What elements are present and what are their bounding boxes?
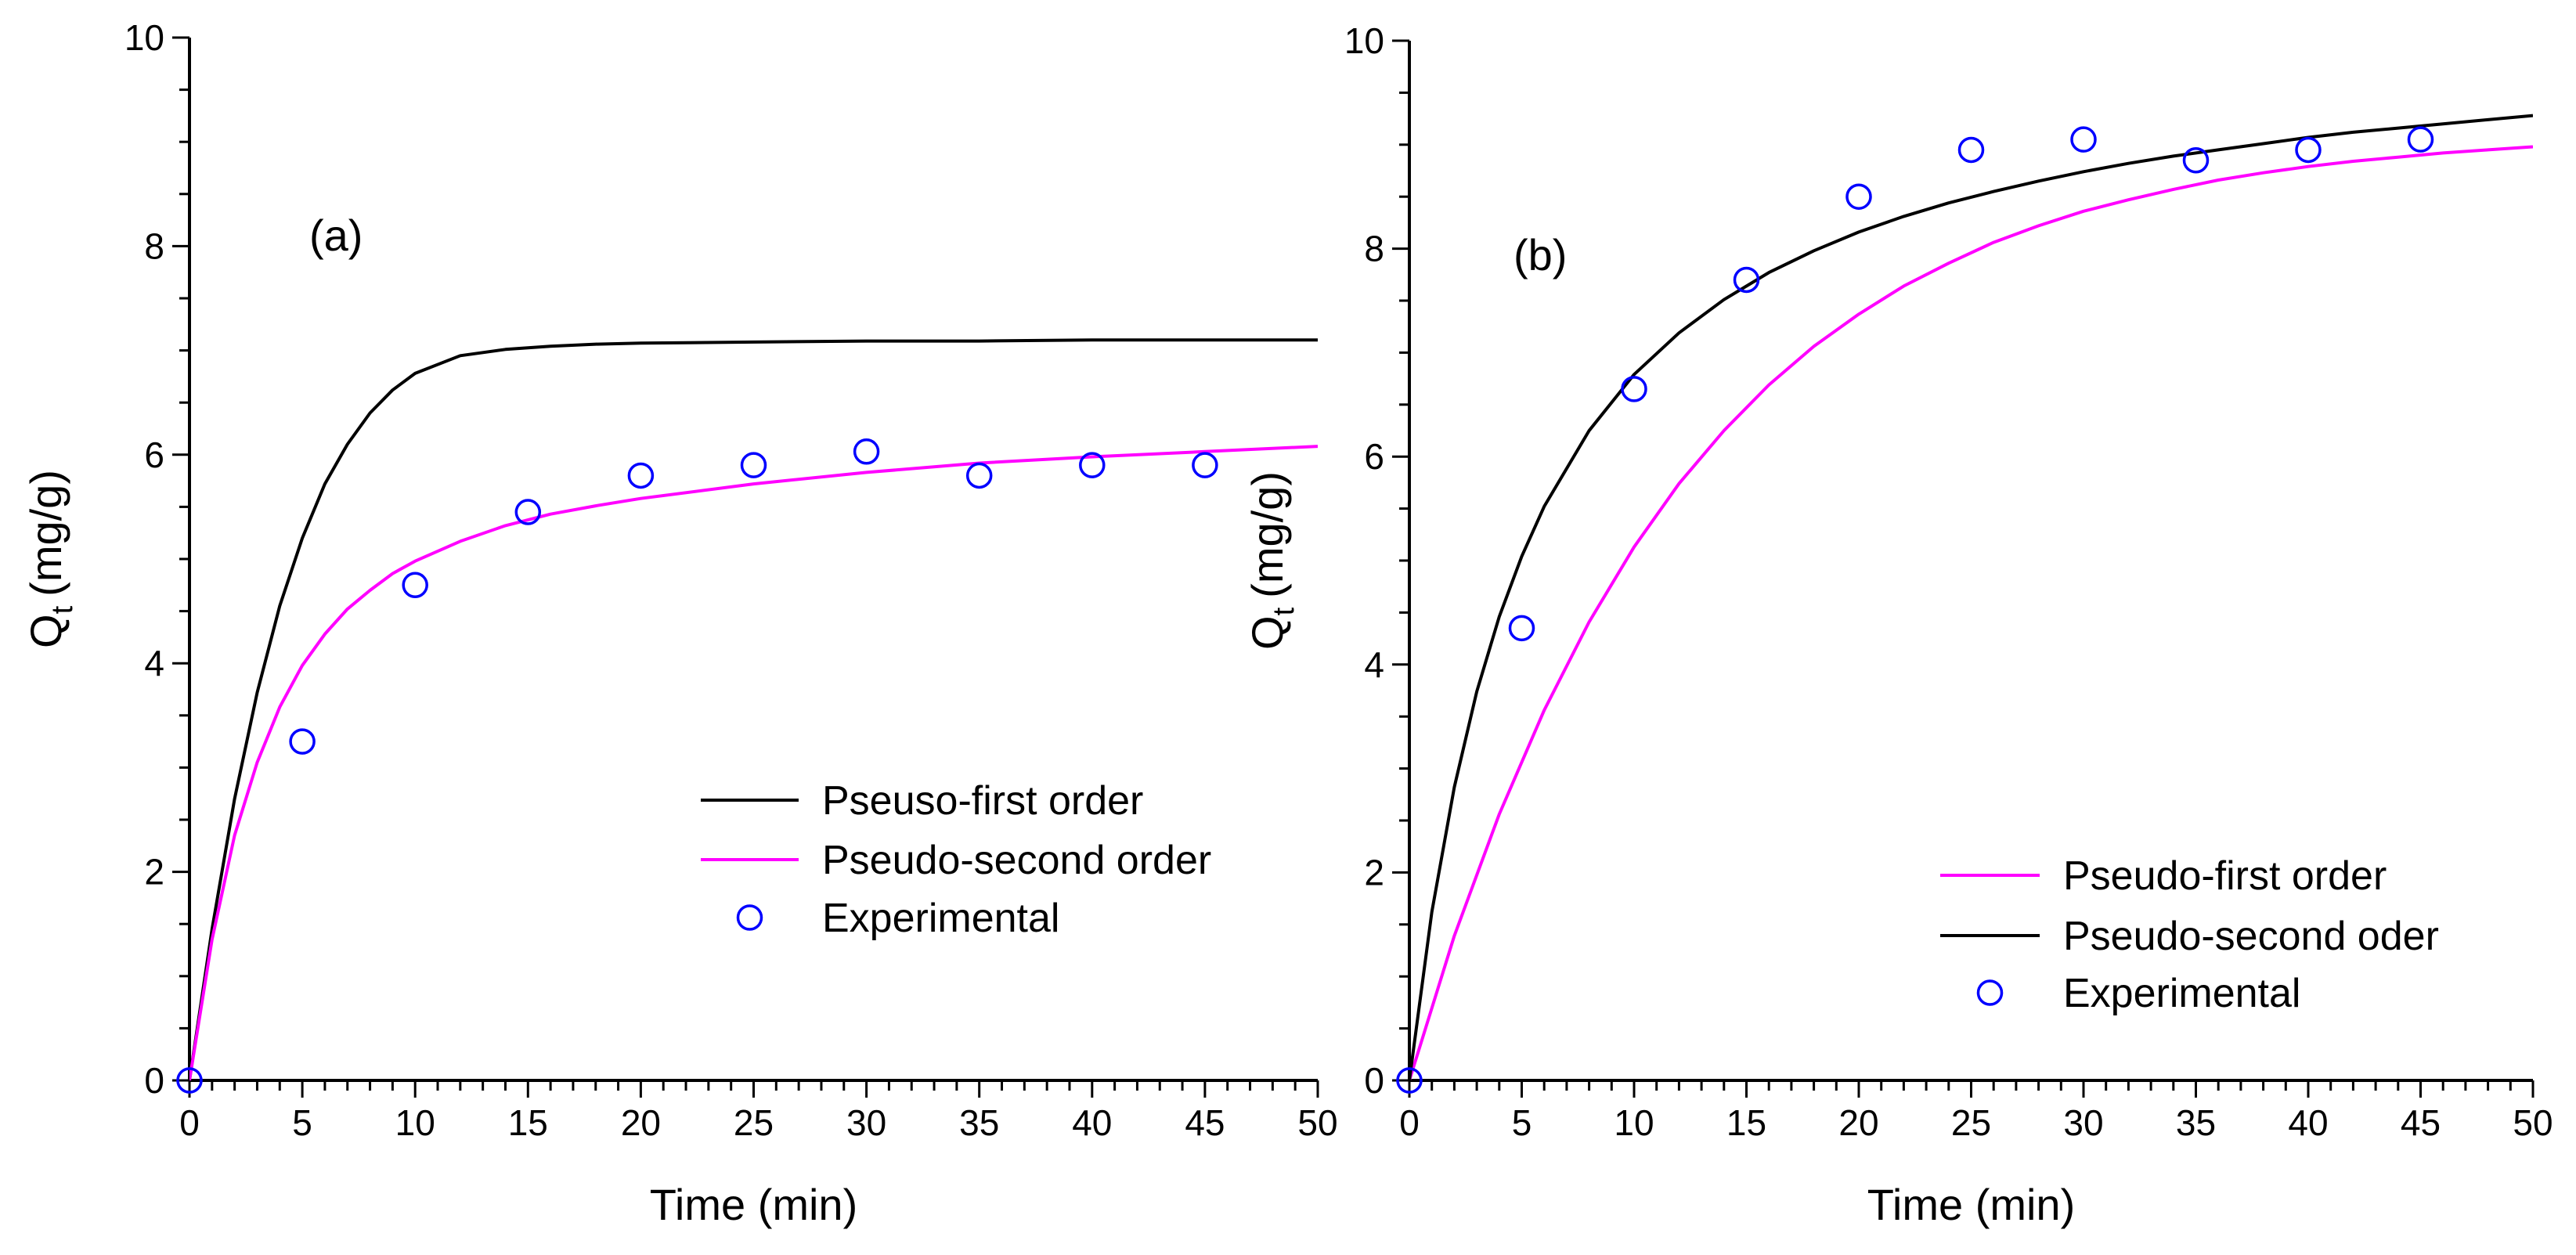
x-tick-label: 5	[292, 1102, 312, 1143]
data-point	[2407, 126, 2434, 153]
x-tick-label: 10	[1614, 1102, 1654, 1143]
x-tick-label: 35	[2176, 1102, 2216, 1143]
data-point	[1621, 376, 1647, 402]
data-point	[1957, 136, 1985, 164]
data-point	[1733, 266, 1760, 294]
y-axis-title-subscript: t	[1268, 607, 1301, 615]
x-tick-label: 20	[1838, 1102, 1878, 1143]
y-axis-title: Qt (mg/g)	[1243, 471, 1301, 650]
y-tick-label: 6	[1364, 436, 1384, 477]
y-tick-label: 8	[1364, 229, 1384, 269]
data-point	[1845, 183, 1872, 210]
series-line-2	[1409, 114, 2533, 1080]
x-tick-label: 50	[2513, 1102, 2553, 1143]
legend-circle-marker	[736, 904, 763, 931]
y-tick-label: 6	[144, 435, 164, 475]
x-tick-label: 45	[1185, 1102, 1225, 1143]
y-tick-label: 2	[1364, 852, 1384, 893]
y-axis-title-symbol: Q	[21, 614, 70, 648]
y-axis-title-symbol: Q	[1243, 615, 1292, 650]
curves	[189, 338, 1318, 1080]
data-point	[1396, 1067, 1423, 1094]
data-point	[853, 438, 880, 465]
series-line-1	[189, 338, 1318, 1080]
legend-label: Pseudo-second order	[822, 838, 1211, 883]
y-tick-label: 10	[124, 17, 164, 58]
legend-label: Pseuso-first order	[822, 778, 1143, 824]
x-tick-label: 25	[734, 1102, 774, 1143]
legend-label: Pseudo-first order	[2063, 853, 2387, 899]
x-tick-label: 15	[508, 1102, 548, 1143]
y-axis-title: Qt (mg/g)	[21, 470, 79, 648]
y-axis-title-subscript: t	[46, 605, 79, 614]
data-point	[965, 462, 993, 489]
y-tick-label: 0	[1364, 1060, 1384, 1101]
x-tick-label: 30	[2063, 1102, 2103, 1143]
y-tick-label: 4	[144, 643, 164, 683]
legend: Pseuso-first order Pseudo-second order Exp…	[701, 778, 1211, 941]
x-tick-label: 25	[1951, 1102, 1991, 1143]
chart-panel-b: 0 5 10 15 20 25 30 35 40 45 50 0 2 4 6 8 10 Time (min) Qt (…	[1243, 20, 2553, 1229]
x-tick-label: 0	[179, 1102, 200, 1143]
data-point	[627, 462, 655, 489]
x-tick-label: 20	[621, 1102, 661, 1143]
x-tick-label: 15	[1726, 1102, 1766, 1143]
y-axis-title-units: (mg/g)	[21, 470, 70, 597]
data-point	[740, 452, 767, 478]
x-tick-label: 30	[846, 1102, 886, 1143]
y-tick-label: 10	[1344, 20, 1384, 61]
x-axis-title: Time (min)	[1867, 1180, 2075, 1229]
chart-panel-a: 0 5 10 15 20 25 30 35 40 45 50 0 2 4 6 8 10 Time (min) Qt (…	[21, 17, 1338, 1229]
data-point	[289, 728, 316, 755]
y-axis-title-units: (mg/g)	[1243, 471, 1292, 598]
panel-label: (a)	[309, 211, 363, 260]
x-tick-label: 0	[1399, 1102, 1420, 1143]
data-point	[2182, 146, 2210, 174]
data-point	[2070, 126, 2097, 153]
x-tick-label: 35	[959, 1102, 999, 1143]
y-tick-label: 0	[144, 1060, 164, 1101]
y-tick-label: 2	[144, 852, 164, 893]
data-point	[402, 572, 428, 599]
panel-label: (b)	[1513, 230, 1567, 279]
data-point	[1508, 615, 1535, 642]
x-tick-label: 10	[395, 1102, 435, 1143]
x-tick-label: 40	[2288, 1102, 2328, 1143]
y-tick-label: 8	[144, 225, 164, 266]
series-line-2	[189, 445, 1318, 1080]
data-point	[1079, 452, 1106, 478]
x-axis-title: Time (min)	[650, 1180, 857, 1229]
data-point	[2295, 136, 2322, 164]
series-line-1	[1409, 145, 2533, 1080]
x-tick-label: 45	[2401, 1102, 2441, 1143]
data-point	[176, 1067, 203, 1094]
y-tick-label: 4	[1364, 644, 1384, 685]
legend-label: Experimental	[2063, 971, 2300, 1016]
curves	[1409, 114, 2533, 1080]
legend-label: Experimental	[822, 896, 1059, 941]
legend-circle-marker	[1976, 979, 2004, 1006]
data-point	[514, 499, 542, 525]
data-point	[1192, 452, 1218, 478]
legend: Pseudo-first order Pseudo-second oder Expe…	[1940, 853, 2439, 1016]
x-tick-label: 50	[1297, 1102, 1337, 1143]
x-tick-label: 40	[1072, 1102, 1112, 1143]
legend-label: Pseudo-second oder	[2063, 914, 2439, 959]
x-tick-label: 5	[1512, 1102, 1532, 1143]
